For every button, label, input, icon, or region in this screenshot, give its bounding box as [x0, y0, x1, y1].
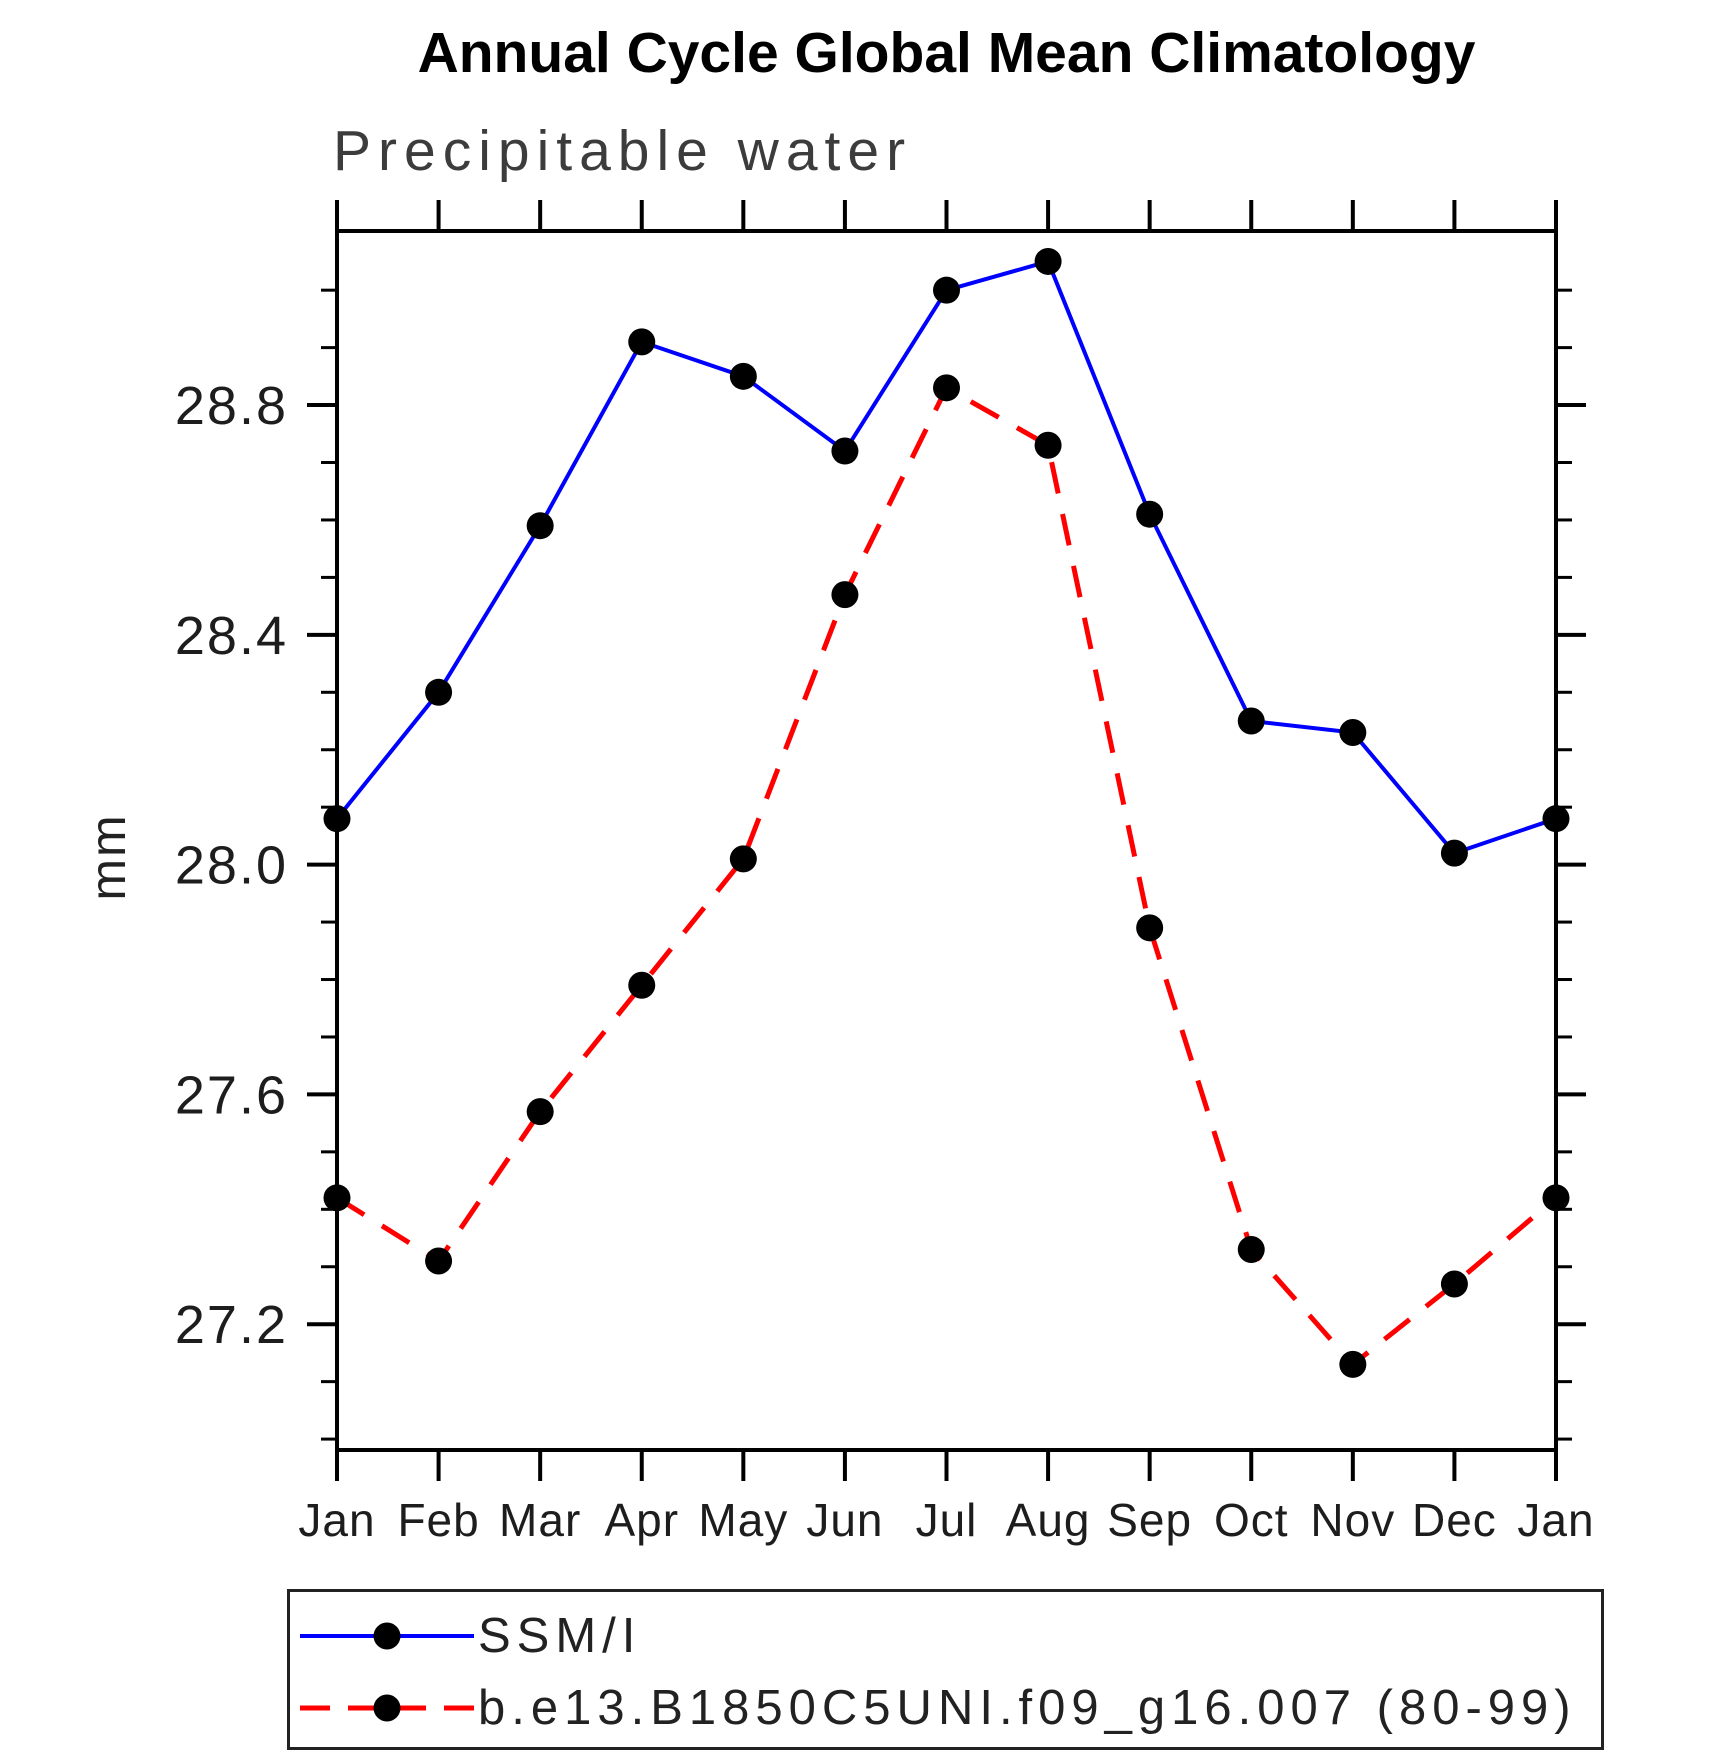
x-tick-label: Jul — [916, 1494, 978, 1546]
x-tick-label: May — [698, 1494, 788, 1546]
x-tick-label: Nov — [1310, 1494, 1395, 1546]
x-tick-label: Jan — [298, 1494, 375, 1546]
obs-data-point — [1339, 719, 1367, 747]
x-tick-label: Dec — [1412, 1494, 1497, 1546]
axis-ticks — [307, 200, 1586, 1481]
model-data-point — [729, 845, 757, 873]
model-line-sample-icon — [300, 1694, 474, 1722]
x-tick-label: Aug — [1006, 1494, 1091, 1546]
model-data-point — [425, 1247, 453, 1275]
axis-tick-labels: 27.2 27.6 28.0 28.4 28.8 Jan Feb Mar Apr May Jun Ju… — [175, 376, 1594, 1546]
model-data-point — [1136, 914, 1164, 942]
x-tick-label: Apr — [604, 1494, 679, 1546]
model-data-point — [628, 971, 656, 999]
x-tick-label: Mar — [499, 1494, 581, 1546]
plot-frame — [335, 229, 1558, 1452]
obs-data-point — [628, 328, 656, 356]
model-data-point — [1440, 1270, 1468, 1298]
obs-data-point — [831, 437, 859, 465]
obs-series-line — [335, 259, 1557, 856]
chart-title: Annual Cycle Global Mean Climatology — [417, 21, 1476, 85]
y-tick-label: 28.4 — [175, 606, 288, 666]
x-tick-label: Jan — [1517, 1494, 1594, 1546]
model-data-point — [526, 1098, 554, 1126]
obs-line-sample-icon — [300, 1622, 474, 1650]
y-tick-label: 27.6 — [175, 1065, 288, 1125]
legend-entry-obs: SSM/I — [298, 1609, 642, 1663]
y-tick-label: 28.0 — [175, 836, 288, 896]
legend-label-obs: SSM/I — [478, 1609, 642, 1663]
obs-data-point — [1034, 247, 1062, 275]
x-tick-label: Oct — [1214, 1494, 1289, 1546]
x-tick-label: Feb — [397, 1494, 479, 1546]
legend-label-model: b.e13.B1850C5UNI.f09_g16.007 (80-99) — [478, 1681, 1577, 1735]
model-data-point — [831, 581, 859, 609]
model-series-line — [335, 384, 1558, 1368]
obs-data-point — [1136, 500, 1164, 528]
obs-data-point — [729, 362, 757, 390]
x-tick-label: Sep — [1107, 1494, 1192, 1546]
legend-entry-model: b.e13.B1850C5UNI.f09_g16.007 (80-99) — [298, 1681, 1577, 1735]
model-data-point — [1339, 1350, 1367, 1378]
y-tick-label: 27.2 — [175, 1295, 288, 1355]
obs-data-point — [526, 512, 554, 540]
model-data-point — [933, 374, 960, 402]
obs-data-point — [425, 678, 453, 706]
data-series — [323, 247, 1570, 1378]
obs-data-point — [1440, 839, 1468, 867]
model-data-point — [1034, 431, 1062, 459]
obs-data-point — [933, 276, 960, 304]
y-tick-label: 28.8 — [175, 376, 288, 436]
legend: SSM/I b.e13.B1850C5UNI.f09_g16.007 (80-9… — [287, 1589, 1604, 1750]
obs-data-point — [1237, 707, 1265, 735]
model-data-point — [1237, 1236, 1265, 1264]
variable-subtitle: Precipitable water — [333, 119, 913, 183]
x-tick-label: Jun — [806, 1494, 883, 1546]
